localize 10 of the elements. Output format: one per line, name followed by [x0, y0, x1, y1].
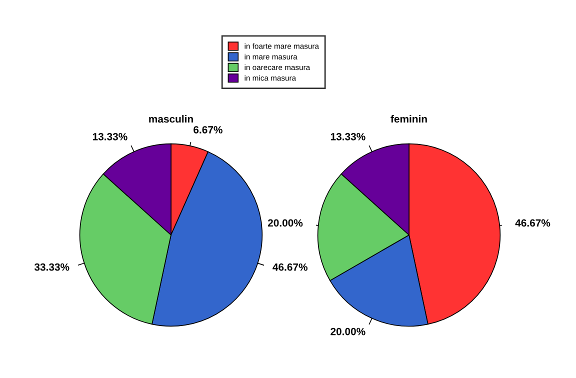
text: masculin	[149, 115, 193, 123]
chart-title: feminin	[390, 115, 427, 123]
data-label: 6.67%	[194, 126, 222, 134]
data-label: 13.33%	[92, 132, 128, 140]
data-label: 46.67%	[515, 219, 550, 227]
data-label: 20.00%	[330, 328, 366, 336]
data-label: 20.00%	[268, 219, 303, 227]
data-label: 46.67%	[272, 263, 308, 271]
data-label: 33.33%	[34, 263, 70, 271]
data-label: 13.33%	[330, 132, 366, 140]
